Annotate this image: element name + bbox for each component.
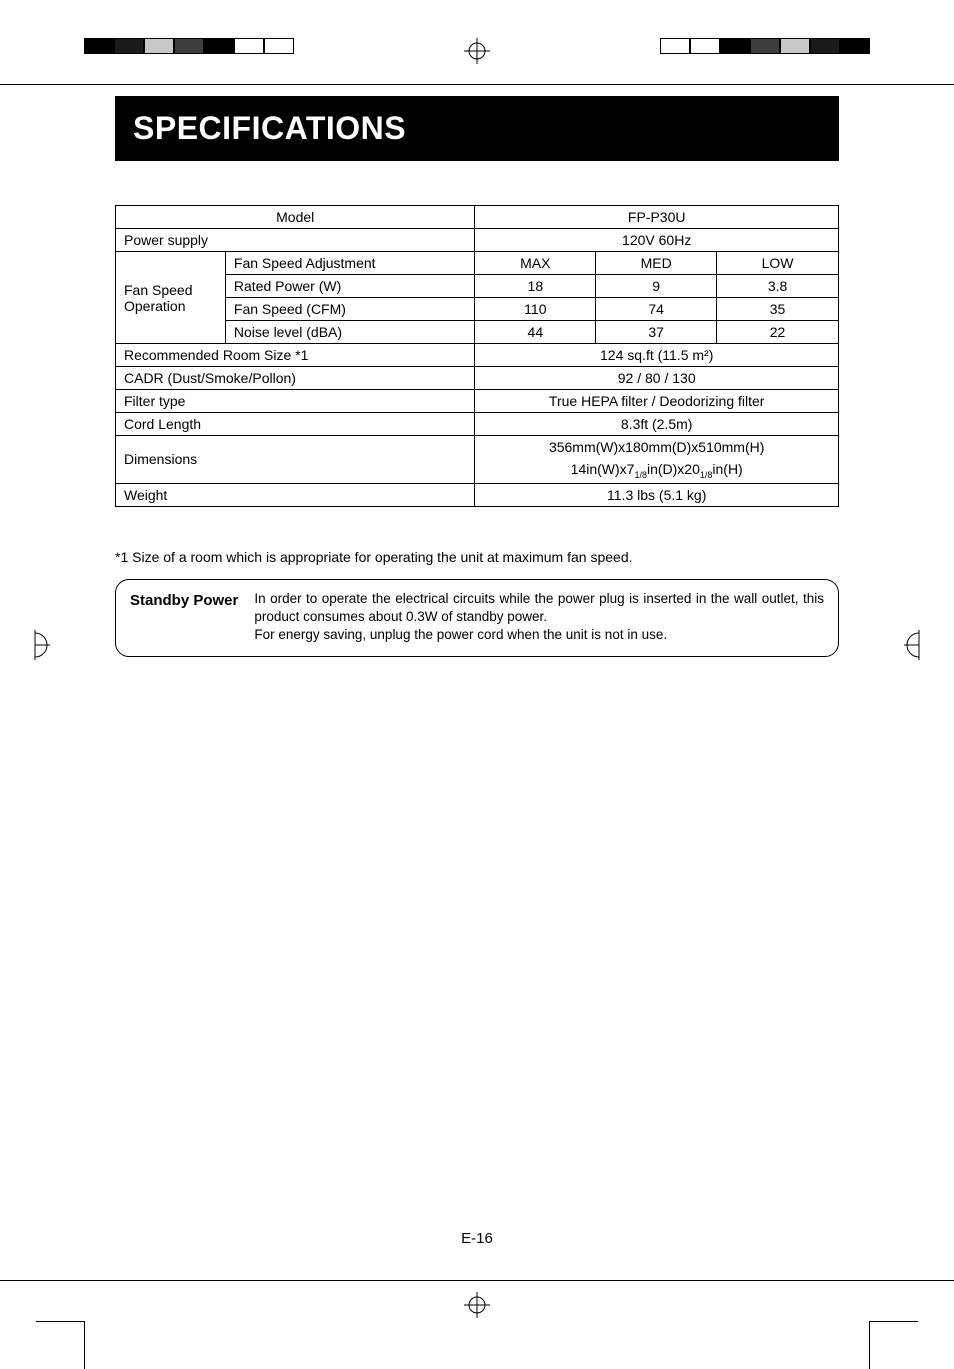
fsa-c1: MAX [475, 252, 596, 275]
filter-value: True HEPA filter / Deodorizing filter [475, 390, 839, 413]
cfm-label: Fan Speed (CFM) [225, 298, 475, 321]
filter-label: Filter type [116, 390, 475, 413]
cfm-c1: 110 [475, 298, 596, 321]
cord-label: Cord Length [116, 413, 475, 436]
top-rule [0, 84, 954, 85]
table-row: Model FP-P30U [116, 206, 839, 229]
table-row: Power supply 120V 60Hz [116, 229, 839, 252]
page-content: SPECIFICATIONS Model FP-P30U Power suppl… [115, 90, 839, 657]
register-marks-left [84, 38, 294, 54]
bottom-rule [0, 1280, 954, 1281]
dba-label: Noise level (dBA) [225, 321, 475, 344]
power-value: 120V 60Hz [475, 229, 839, 252]
dim-value-mm: 356mm(W)x180mm(D)x510mm(H) [475, 436, 839, 459]
registration-target-top [464, 38, 490, 69]
cadr-label: CADR (Dust/Smoke/Pollon) [116, 367, 475, 390]
fan-group-label: Fan Speed Operation [116, 252, 226, 344]
footnote: *1 Size of a room which is appropriate f… [115, 549, 839, 565]
section-title: SPECIFICATIONS [133, 110, 821, 147]
cord-value: 8.3ft (2.5m) [475, 413, 839, 436]
side-target-left [20, 630, 50, 665]
dba-c2: 37 [596, 321, 717, 344]
cfm-c3: 35 [717, 298, 839, 321]
table-row: Filter type True HEPA filter / Deodorizi… [116, 390, 839, 413]
fsa-label: Fan Speed Adjustment [225, 252, 475, 275]
table-row: Cord Length 8.3ft (2.5m) [116, 413, 839, 436]
table-row: CADR (Dust/Smoke/Pollon) 92 / 80 / 130 [116, 367, 839, 390]
cadr-value: 92 / 80 / 130 [475, 367, 839, 390]
power-label: Power supply [116, 229, 475, 252]
rpw-c3: 3.8 [717, 275, 839, 298]
table-row: Weight 11.3 lbs (5.1 kg) [116, 483, 839, 506]
register-marks-right [660, 38, 870, 54]
cfm-c2: 74 [596, 298, 717, 321]
registration-target-bottom [464, 1292, 490, 1323]
page-number: E-16 [0, 1230, 954, 1247]
weight-label: Weight [116, 483, 475, 506]
weight-value: 11.3 lbs (5.1 kg) [475, 483, 839, 506]
table-row: Dimensions 356mm(W)x180mm(D)x510mm(H) [116, 436, 839, 459]
standby-power-callout: Standby Power In order to operate the el… [115, 579, 839, 658]
room-value: 124 sq.ft (11.5 m²) [475, 344, 839, 367]
callout-body: In order to operate the electrical circu… [254, 590, 824, 645]
callout-title: Standby Power [130, 590, 238, 645]
dba-c1: 44 [475, 321, 596, 344]
rpw-c1: 18 [475, 275, 596, 298]
dim-value-in: 14in(W)x71/8in(D)x201/8in(H) [475, 458, 839, 483]
specifications-table: Model FP-P30U Power supply 120V 60Hz Fan… [115, 205, 839, 507]
side-target-right [904, 630, 934, 665]
fsa-c2: MED [596, 252, 717, 275]
table-row: Fan Speed Operation Fan Speed Adjustment… [116, 252, 839, 275]
rpw-label: Rated Power (W) [225, 275, 475, 298]
dim-label: Dimensions [116, 436, 475, 484]
dba-c3: 22 [717, 321, 839, 344]
section-title-bar: SPECIFICATIONS [115, 96, 839, 161]
table-row: Recommended Room Size *1 124 sq.ft (11.5… [116, 344, 839, 367]
rpw-c2: 9 [596, 275, 717, 298]
room-label: Recommended Room Size *1 [116, 344, 475, 367]
model-label: Model [116, 206, 475, 229]
fsa-c3: LOW [717, 252, 839, 275]
model-value: FP-P30U [475, 206, 839, 229]
